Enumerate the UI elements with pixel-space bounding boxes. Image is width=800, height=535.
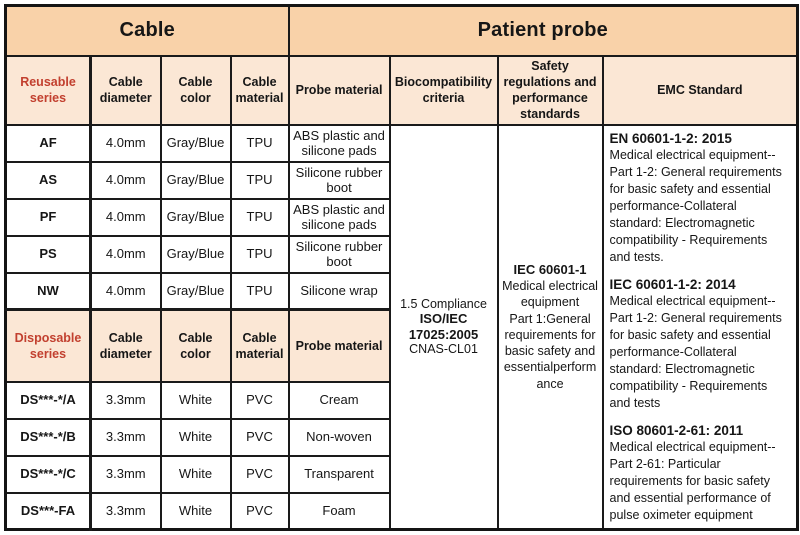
- cell-probe-material: ABS plastic and silicone pads: [287, 197, 391, 237]
- cable-diameter-header: Cable diameter: [89, 54, 162, 126]
- biocompatibility-standard: ISO/IEC 17025:2005: [408, 311, 479, 342]
- cell-probe-material: Foam: [287, 491, 391, 531]
- cell-material: PVC: [229, 491, 290, 531]
- safety-body: Medical electrical equipment Part 1:Gene…: [502, 279, 598, 391]
- cell-series: NW: [4, 271, 92, 311]
- emc-header: EMC Standard: [601, 54, 799, 126]
- emc-standard-body: Medical electrical equipment-- Part 1-2:…: [609, 293, 782, 410]
- disposable-header-row: Disposable series Cable diameter Cable c…: [4, 308, 798, 383]
- disposable-series-header: Disposable series: [4, 308, 92, 383]
- cable-material-header: Cable material: [229, 54, 290, 126]
- probe-material-header: Probe material: [287, 308, 391, 383]
- cell-series: PS: [4, 234, 92, 274]
- emc-standard-title: ISO 80601-2-61: 2011: [609, 422, 744, 438]
- cell-diameter: 4.0mm: [89, 234, 162, 274]
- safety-cell: IEC 60601-1 Medical electrical equipment…: [496, 123, 604, 531]
- cable-color-header: Cable color: [159, 308, 232, 383]
- table-row: DS***-*/C 3.3mm White PVC Transparent: [4, 454, 798, 494]
- emc-cell: EN 60601-1-2: 2015 Medical electrical eq…: [601, 123, 799, 531]
- cell-color: Gray/Blue: [159, 234, 232, 274]
- probe-material-header: Probe material: [287, 54, 391, 126]
- emc-content: EN 60601-1-2: 2015 Medical electrical eq…: [610, 130, 792, 524]
- cell-series: DS***-FA: [4, 491, 92, 531]
- safety-standard: IEC 60601-1: [513, 261, 587, 277]
- table-row: DS***-FA 3.3mm White PVC Foam: [4, 491, 798, 531]
- cell-color: Gray/Blue: [159, 271, 232, 311]
- cell-diameter: 3.3mm: [89, 491, 162, 531]
- cell-probe-material: Silicone wrap: [287, 271, 391, 311]
- cell-probe-material: Silicone rubber boot: [287, 234, 391, 274]
- table-row: DS***-*/B 3.3mm White PVC Non-woven: [4, 417, 798, 457]
- cell-color: Gray/Blue: [159, 160, 232, 200]
- cell-diameter: 4.0mm: [89, 160, 162, 200]
- cell-diameter: 3.3mm: [89, 417, 162, 457]
- safety-header: Safety regulations and performance stand…: [496, 54, 604, 126]
- cell-probe-material: Non-woven: [287, 417, 391, 457]
- cell-material: PVC: [229, 380, 290, 420]
- table-row: DS***-*/A 3.3mm White PVC Cream: [4, 380, 798, 420]
- table-row: PF 4.0mm Gray/Blue TPU ABS plastic and s…: [4, 197, 798, 237]
- emc-block-iec60601: IEC 60601-1-2: 2014 Medical electrical e…: [610, 276, 792, 412]
- group-header-row: Cable Patient probe: [4, 4, 799, 57]
- cell-series: PF: [4, 197, 92, 237]
- cell-color: White: [159, 491, 232, 531]
- cell-material: PVC: [229, 417, 290, 457]
- cell-color: White: [159, 380, 232, 420]
- emc-standard-body: Medical electrical equipment-- Part 2-61…: [609, 439, 776, 522]
- cell-material: PVC: [229, 454, 290, 494]
- emc-block-en60601: EN 60601-1-2: 2015 Medical electrical eq…: [610, 130, 792, 266]
- table-row: NW 4.0mm Gray/Blue TPU Silicone wrap: [4, 271, 798, 311]
- table-row: AS 4.0mm Gray/Blue TPU Silicone rubber b…: [4, 160, 798, 200]
- table-row: AF 4.0mm Gray/Blue TPU ABS plastic and s…: [4, 123, 799, 531]
- biocompatibility-cell: 1.5 Compliance ISO/IEC 17025:2005 CNAS-C…: [388, 123, 499, 531]
- reusable-series-header: Reusable series: [4, 54, 92, 126]
- cell-diameter: 4.0mm: [89, 197, 162, 237]
- cell-diameter: 3.3mm: [89, 380, 162, 420]
- biocompatibility-note: CNAS-CL01: [409, 342, 478, 357]
- cell-diameter: 4.0mm: [89, 271, 162, 311]
- cell-material: TPU: [229, 271, 290, 311]
- emc-standard-title: IEC 60601-1-2: 2014: [609, 276, 736, 292]
- emc-standard-body: Medical electrical equipment-- Part 1-2:…: [609, 147, 782, 264]
- cell-series: AS: [4, 160, 92, 200]
- cell-probe-material: Transparent: [287, 454, 391, 494]
- cell-diameter: 4.0mm: [89, 123, 162, 163]
- cell-probe-material: ABS plastic and silicone pads: [287, 123, 391, 163]
- product-spec-table: Cable Patient probe Reusable series Cabl…: [4, 4, 800, 531]
- emc-block-iso80601: ISO 80601-2-61: 2011 Medical electrical …: [610, 422, 792, 524]
- cell-material: TPU: [229, 160, 290, 200]
- cell-color: White: [159, 454, 232, 494]
- cell-probe-material: Silicone rubber boot: [287, 160, 391, 200]
- cell-color: Gray/Blue: [159, 197, 232, 237]
- biocompatibility-header: Biocompatibility criteria: [388, 54, 499, 126]
- cell-diameter: 3.3mm: [89, 454, 162, 494]
- cell-material: TPU: [229, 234, 290, 274]
- cell-probe-material: Cream: [287, 380, 391, 420]
- cable-material-header: Cable material: [229, 308, 290, 383]
- cell-series: DS***-*/C: [4, 454, 92, 494]
- cable-diameter-header: Cable diameter: [89, 308, 162, 383]
- cell-material: TPU: [229, 123, 290, 163]
- cell-series: DS***-*/B: [4, 417, 92, 457]
- cable-group-header: Cable: [4, 4, 290, 57]
- emc-standard-title: EN 60601-1-2: 2015: [609, 130, 732, 146]
- cell-series: DS***-*/A: [4, 380, 92, 420]
- cable-color-header: Cable color: [159, 54, 232, 126]
- cell-color: White: [159, 417, 232, 457]
- cell-color: Gray/Blue: [159, 123, 232, 163]
- reusable-header-row: Reusable series Cable diameter Cable col…: [4, 54, 799, 126]
- cell-series: AF: [4, 123, 92, 163]
- biocompatibility-compliance: 1.5 Compliance: [400, 296, 487, 311]
- patient-probe-group-header: Patient probe: [287, 4, 799, 57]
- cell-material: TPU: [229, 197, 290, 237]
- table-row: PS 4.0mm Gray/Blue TPU Silicone rubber b…: [4, 234, 798, 274]
